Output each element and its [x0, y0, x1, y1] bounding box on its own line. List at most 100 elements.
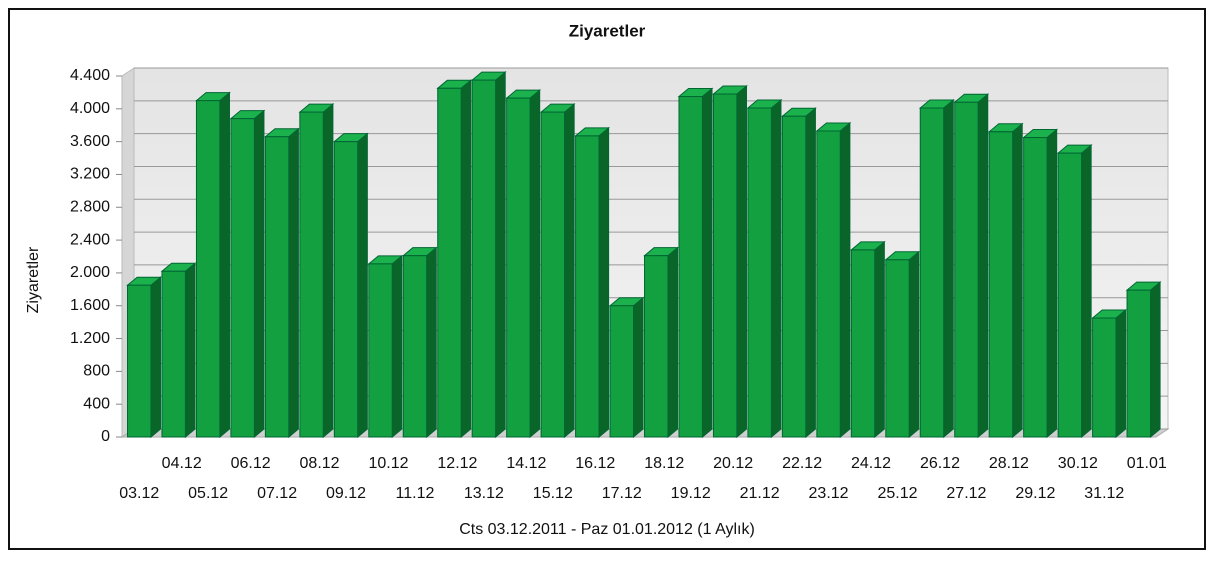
x-tick-label: 14.12: [506, 455, 546, 472]
bar: [988, 131, 1014, 438]
bar: [712, 93, 738, 438]
x-tick-label: 13.12: [464, 485, 504, 502]
bar-side: [426, 246, 437, 439]
y-tick-label: 4.400: [70, 67, 110, 84]
bar: [850, 249, 876, 438]
bar: [471, 79, 497, 438]
bar-side: [770, 98, 782, 439]
x-tick-label: 25.12: [877, 485, 917, 502]
bar: [644, 255, 669, 438]
x-tick-label: 05.12: [188, 485, 228, 502]
bar: [368, 263, 393, 438]
bar: [264, 136, 290, 438]
bar: [402, 255, 428, 438]
bar: [1092, 317, 1117, 438]
bar-side: [184, 262, 196, 439]
y-tick-label: 1.600: [70, 297, 110, 314]
x-tick-label: 19.12: [671, 485, 711, 502]
bar-side: [357, 132, 368, 439]
bar-side: [1046, 128, 1058, 439]
y-tick-label: 1.200: [70, 330, 110, 347]
y-tick-label: 3.200: [70, 166, 110, 183]
bar-side: [1081, 144, 1092, 439]
x-tick-label: 18.12: [644, 455, 684, 472]
bar: [954, 101, 979, 438]
x-tick-label: 01.01: [1127, 455, 1167, 472]
bar: [575, 135, 600, 438]
x-tick-label: 24.12: [851, 455, 891, 472]
bar-side: [1149, 281, 1161, 439]
bar-side: [701, 87, 713, 439]
x-tick-label: 16.12: [575, 455, 615, 472]
x-tick-label: 07.12: [257, 485, 297, 502]
bar: [437, 87, 462, 438]
y-tick-label: 2.400: [70, 231, 110, 248]
x-tick-label: 04.12: [162, 455, 202, 472]
x-tick-label: 06.12: [231, 455, 271, 472]
bar: [195, 100, 221, 438]
x-tick-label: 20.12: [713, 455, 753, 472]
bar-side: [253, 109, 265, 439]
y-tick-label: 800: [83, 363, 110, 380]
y-tick-label: 4.000: [70, 100, 110, 117]
x-tick-label: 27.12: [946, 485, 986, 502]
y-tick-label: 400: [83, 395, 110, 412]
bar: [230, 118, 255, 438]
y-tick-label: 2.000: [70, 264, 110, 281]
x-tick-label: 17.12: [602, 485, 642, 502]
bar: [1023, 137, 1048, 438]
x-tick-label: 28.12: [989, 455, 1029, 472]
bar: [678, 96, 703, 438]
x-tick-label: 10.12: [368, 455, 408, 472]
x-tick-label: 31.12: [1084, 485, 1124, 502]
x-tick-label: 09.12: [326, 485, 366, 502]
bar: [919, 107, 945, 438]
bar-side: [529, 89, 541, 439]
bar: [609, 305, 634, 438]
bar-side: [908, 250, 920, 439]
bar-side: [874, 240, 885, 439]
bar-side: [150, 276, 162, 439]
bar: [747, 107, 772, 438]
x-tick-label: 22.12: [782, 455, 822, 472]
x-tick-label: 30.12: [1058, 455, 1098, 472]
bar: [161, 270, 186, 438]
x-axis-label: Cts 03.12.2011 - Paz 01.01.2012 (1 Aylık…: [459, 521, 755, 538]
bar: [781, 115, 807, 438]
bar-side: [839, 121, 851, 439]
bar-side: [564, 103, 575, 439]
bar: [127, 284, 152, 438]
bar: [816, 130, 841, 438]
x-tick-label: 29.12: [1015, 485, 1055, 502]
bar-side: [943, 98, 954, 439]
x-tick-label: 21.12: [740, 485, 780, 502]
bar-side: [977, 93, 989, 439]
bar: [885, 259, 910, 438]
bar-side: [460, 79, 472, 439]
bar-side: [495, 71, 506, 439]
x-tick-label: 03.12: [119, 485, 159, 502]
bar-side: [391, 254, 403, 439]
bar: [506, 97, 531, 438]
y-tick-label: 3.600: [70, 133, 110, 150]
bar-side: [736, 84, 747, 439]
bar-side: [598, 126, 610, 439]
bar: [333, 141, 359, 438]
bar: [299, 111, 324, 438]
y-tick-label: 2.800: [70, 198, 110, 215]
bar-side: [322, 103, 334, 439]
bar-side: [805, 107, 816, 439]
bar-side: [219, 91, 230, 439]
bar: [1057, 152, 1083, 438]
bar-side: [667, 246, 679, 439]
bar-side: [1115, 308, 1127, 439]
bar-side: [632, 296, 644, 439]
y-axis-label: Ziyaretler: [25, 246, 42, 313]
y-tick-label: 0: [101, 428, 110, 445]
x-tick-label: 11.12: [396, 485, 435, 502]
x-tick-label: 12.12: [437, 455, 477, 472]
bar-side: [288, 127, 299, 439]
bar-side: [1012, 122, 1023, 439]
x-tick-label: 23.12: [809, 485, 849, 502]
